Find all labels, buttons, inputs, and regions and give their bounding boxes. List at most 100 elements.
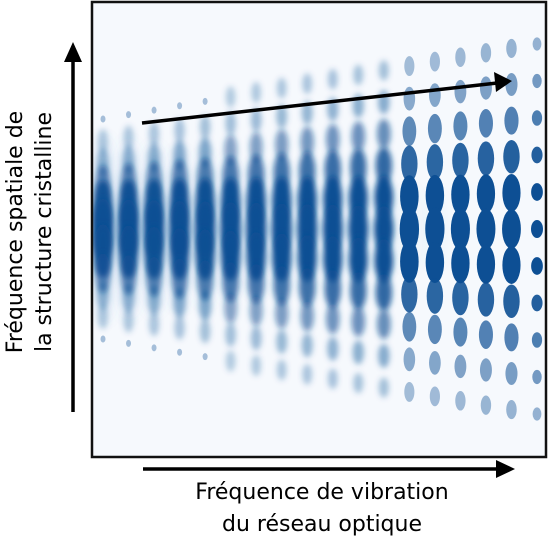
diffraction-spot xyxy=(502,209,521,249)
diffraction-spot xyxy=(404,381,415,402)
diffraction-spot xyxy=(97,304,109,330)
plot-frame xyxy=(90,0,548,459)
diffraction-spot xyxy=(502,174,521,212)
diffraction-spot xyxy=(450,207,470,251)
faint-spot xyxy=(100,115,106,123)
diffraction-spot xyxy=(327,336,339,361)
diffraction-spot xyxy=(455,390,466,411)
diffraction-spot xyxy=(504,106,519,135)
diffraction-spot xyxy=(376,309,391,340)
diffraction-spot xyxy=(272,233,292,282)
diffraction-spots xyxy=(92,37,543,421)
diffraction-spot xyxy=(476,208,496,250)
diffraction-spot xyxy=(532,37,542,51)
diffraction-spot xyxy=(225,86,236,108)
diffraction-spot xyxy=(222,261,239,302)
diffraction-spot xyxy=(403,86,416,111)
faint-spot xyxy=(202,97,208,105)
x-axis-arrow-head xyxy=(496,460,515,478)
faint-spot xyxy=(177,102,183,110)
diffraction-spot xyxy=(327,368,338,389)
faint-spot xyxy=(151,344,157,352)
diffraction-spot xyxy=(302,363,313,385)
diffraction-spot xyxy=(171,258,188,299)
faint-spot xyxy=(100,335,106,343)
diffraction-spot xyxy=(302,73,313,95)
diffraction-spot xyxy=(374,175,394,220)
diffraction-spot xyxy=(353,372,364,394)
diffraction-spot xyxy=(198,290,212,321)
diffraction-spot xyxy=(532,73,542,89)
diffraction-spot xyxy=(148,121,160,146)
diffraction-spot xyxy=(480,395,492,415)
diffraction-spot xyxy=(429,83,441,107)
faint-spot xyxy=(126,111,132,119)
diffraction-spot xyxy=(451,174,470,215)
diffraction-spot xyxy=(199,319,211,344)
diffraction-spot xyxy=(324,269,341,309)
diffraction-spot xyxy=(199,114,211,139)
trend-arrow-head xyxy=(494,72,512,92)
faint-spot xyxy=(177,348,183,356)
x-axis-label-line2: du réseau optique xyxy=(222,512,422,537)
diffraction-spot xyxy=(478,109,493,138)
diffraction-spot xyxy=(276,359,287,381)
diffraction-spot xyxy=(505,73,518,97)
diffraction-spot xyxy=(480,43,492,63)
diffraction-spot xyxy=(479,76,492,100)
diffraction-spot xyxy=(425,241,445,284)
diffraction-spot xyxy=(275,298,289,329)
diffraction-spot xyxy=(173,287,186,318)
diffraction-spot xyxy=(299,267,316,307)
diffraction-spot xyxy=(532,407,542,421)
diffraction-spot xyxy=(146,256,162,297)
diffraction-spot xyxy=(452,142,469,178)
diffraction-spot xyxy=(426,277,444,314)
diffraction-spot xyxy=(479,358,492,382)
diffraction-spot xyxy=(531,332,543,348)
diffraction-spot xyxy=(300,126,314,158)
diffraction-spot xyxy=(454,354,467,379)
diffraction-spot xyxy=(97,128,109,154)
diffraction-spot xyxy=(225,322,236,347)
diffraction-spot xyxy=(531,110,543,126)
diffraction-spot xyxy=(531,146,543,164)
diffraction-spot xyxy=(197,259,213,301)
diffraction-spot xyxy=(477,282,495,317)
diffraction-spot xyxy=(476,174,496,214)
diffraction-spot xyxy=(532,369,542,385)
diffraction-spot xyxy=(451,243,470,284)
diffraction-spot xyxy=(301,333,313,358)
faint-spot xyxy=(126,339,132,347)
diffraction-spot xyxy=(531,257,543,275)
diffraction-spot xyxy=(453,111,468,141)
diffraction-spot xyxy=(276,77,287,99)
diffraction-spot xyxy=(503,284,520,318)
diffraction-spot xyxy=(531,294,543,312)
diffraction-spot xyxy=(224,134,237,165)
diffraction-spot xyxy=(276,329,288,354)
diffraction-spot xyxy=(502,246,521,284)
diffraction-spot xyxy=(427,314,442,345)
y-axis-label-line1: Fréquence spatiale de xyxy=(3,111,28,353)
diffraction-spot xyxy=(275,129,289,160)
diffraction-spot xyxy=(323,236,343,282)
diffraction-spot xyxy=(225,111,236,136)
diffraction-spot xyxy=(478,320,493,349)
diffraction-spot xyxy=(174,315,185,340)
x-axis-label-line1: Fréquence de vibration xyxy=(195,480,448,505)
diffraction-spot xyxy=(351,121,366,152)
y-axis-arrow-head xyxy=(64,42,82,62)
diffraction-spot xyxy=(399,206,420,252)
faint-spot xyxy=(202,353,208,361)
diffraction-spot xyxy=(348,237,368,283)
diffraction-spot xyxy=(249,131,263,163)
diffraction-spot xyxy=(248,263,265,304)
diffraction-spot xyxy=(402,116,417,147)
diffraction-spot xyxy=(250,326,262,351)
diffraction-spot xyxy=(506,400,517,420)
diffraction-spot xyxy=(148,312,160,337)
diffraction-spot xyxy=(401,145,418,183)
diffraction-spot xyxy=(122,282,135,313)
